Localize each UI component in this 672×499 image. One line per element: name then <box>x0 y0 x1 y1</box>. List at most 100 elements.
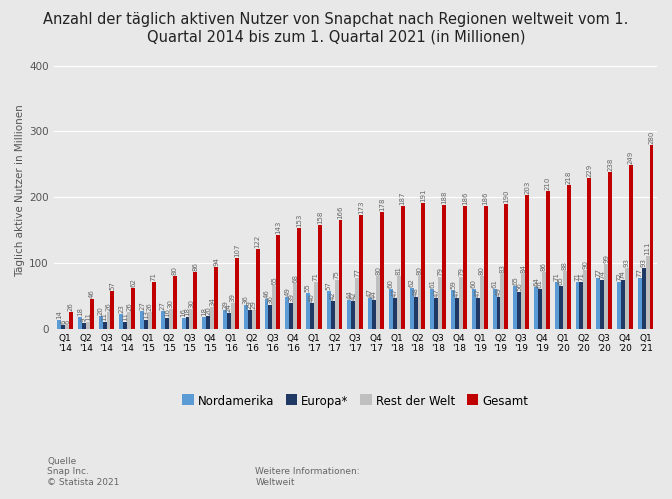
Text: 80: 80 <box>375 266 381 275</box>
Text: 68: 68 <box>292 274 298 283</box>
Text: Weitere Informationen:
Weltweit: Weitere Informationen: Weltweit <box>255 467 360 487</box>
Bar <box>650 145 653 329</box>
Text: 39: 39 <box>230 293 236 302</box>
Bar <box>625 267 629 329</box>
Bar <box>310 302 314 329</box>
Bar <box>638 278 642 329</box>
Text: 16: 16 <box>181 308 187 317</box>
Bar <box>231 303 235 329</box>
Bar <box>608 172 612 329</box>
Text: 42: 42 <box>330 291 335 300</box>
Bar <box>555 282 558 329</box>
Bar <box>289 303 293 329</box>
Text: 203: 203 <box>524 181 530 194</box>
Text: 71: 71 <box>554 272 560 281</box>
Text: 99: 99 <box>603 254 609 263</box>
Text: 79: 79 <box>458 267 464 276</box>
Text: 44: 44 <box>371 290 377 299</box>
Text: 6: 6 <box>60 319 66 324</box>
Text: 83: 83 <box>499 264 505 273</box>
Bar <box>131 288 135 329</box>
Text: 60: 60 <box>471 279 477 288</box>
Text: 55: 55 <box>305 283 311 292</box>
Bar <box>255 249 259 329</box>
Text: 80: 80 <box>417 266 423 275</box>
Bar <box>355 278 360 329</box>
Text: 74: 74 <box>620 270 626 279</box>
Text: 71: 71 <box>579 272 585 281</box>
Text: 75: 75 <box>333 269 339 278</box>
Text: 107: 107 <box>234 244 240 257</box>
Bar <box>265 298 268 329</box>
Bar <box>306 293 310 329</box>
Bar <box>534 287 538 329</box>
Bar <box>596 278 600 329</box>
Text: 49: 49 <box>495 287 501 296</box>
Bar <box>206 316 210 329</box>
Bar <box>272 286 276 329</box>
Text: 187: 187 <box>400 191 406 205</box>
Text: 79: 79 <box>437 267 444 276</box>
Text: 24: 24 <box>226 303 232 312</box>
Text: 40: 40 <box>309 293 315 301</box>
Text: 62: 62 <box>409 278 415 287</box>
Bar <box>642 267 646 329</box>
Bar <box>144 320 148 329</box>
Bar <box>202 317 206 329</box>
Bar <box>583 269 587 329</box>
Text: 29: 29 <box>222 300 228 309</box>
Text: 56: 56 <box>516 282 522 291</box>
Bar <box>318 225 322 329</box>
Bar <box>268 305 272 329</box>
Text: 153: 153 <box>296 214 302 227</box>
Text: 111: 111 <box>644 242 650 255</box>
Text: 11: 11 <box>101 312 108 321</box>
Text: 93: 93 <box>624 257 630 266</box>
Text: 29: 29 <box>251 300 257 309</box>
Bar <box>185 317 190 329</box>
Text: 62: 62 <box>130 278 136 287</box>
Bar <box>181 318 185 329</box>
Bar <box>430 289 434 329</box>
Text: 18: 18 <box>202 307 207 316</box>
Bar <box>417 276 421 329</box>
Text: 9: 9 <box>81 317 87 322</box>
Text: 210: 210 <box>545 176 551 190</box>
Text: 26: 26 <box>68 302 74 311</box>
Text: Quelle
Snap Inc.
© Statista 2021: Quelle Snap Inc. © Statista 2021 <box>47 457 120 487</box>
Text: 57: 57 <box>326 281 332 290</box>
Bar <box>244 305 248 329</box>
Bar <box>393 298 396 329</box>
Bar <box>297 228 301 329</box>
Text: 280: 280 <box>648 130 655 144</box>
Bar <box>455 298 459 329</box>
Text: 36: 36 <box>243 295 249 304</box>
Bar <box>413 297 417 329</box>
Text: 11: 11 <box>122 312 128 321</box>
Text: 48: 48 <box>413 287 419 296</box>
Bar <box>124 322 127 329</box>
Bar <box>90 298 93 329</box>
Text: 173: 173 <box>358 201 364 214</box>
Bar <box>276 235 280 329</box>
Bar <box>646 256 650 329</box>
Text: 36: 36 <box>267 295 274 304</box>
Bar <box>293 284 297 329</box>
Bar <box>248 310 251 329</box>
Text: 166: 166 <box>337 205 343 219</box>
Bar <box>314 282 318 329</box>
Bar <box>339 220 343 329</box>
Bar <box>57 320 61 329</box>
Bar <box>525 195 529 329</box>
Bar <box>61 325 65 329</box>
Text: 46: 46 <box>89 289 95 297</box>
Text: 80: 80 <box>478 266 485 275</box>
Text: 44: 44 <box>347 290 352 299</box>
Bar <box>484 207 488 329</box>
Bar <box>389 289 393 329</box>
Bar <box>368 298 372 329</box>
Text: 81: 81 <box>396 265 402 274</box>
Text: 59: 59 <box>450 280 456 289</box>
Bar <box>335 279 339 329</box>
Bar <box>190 309 194 329</box>
